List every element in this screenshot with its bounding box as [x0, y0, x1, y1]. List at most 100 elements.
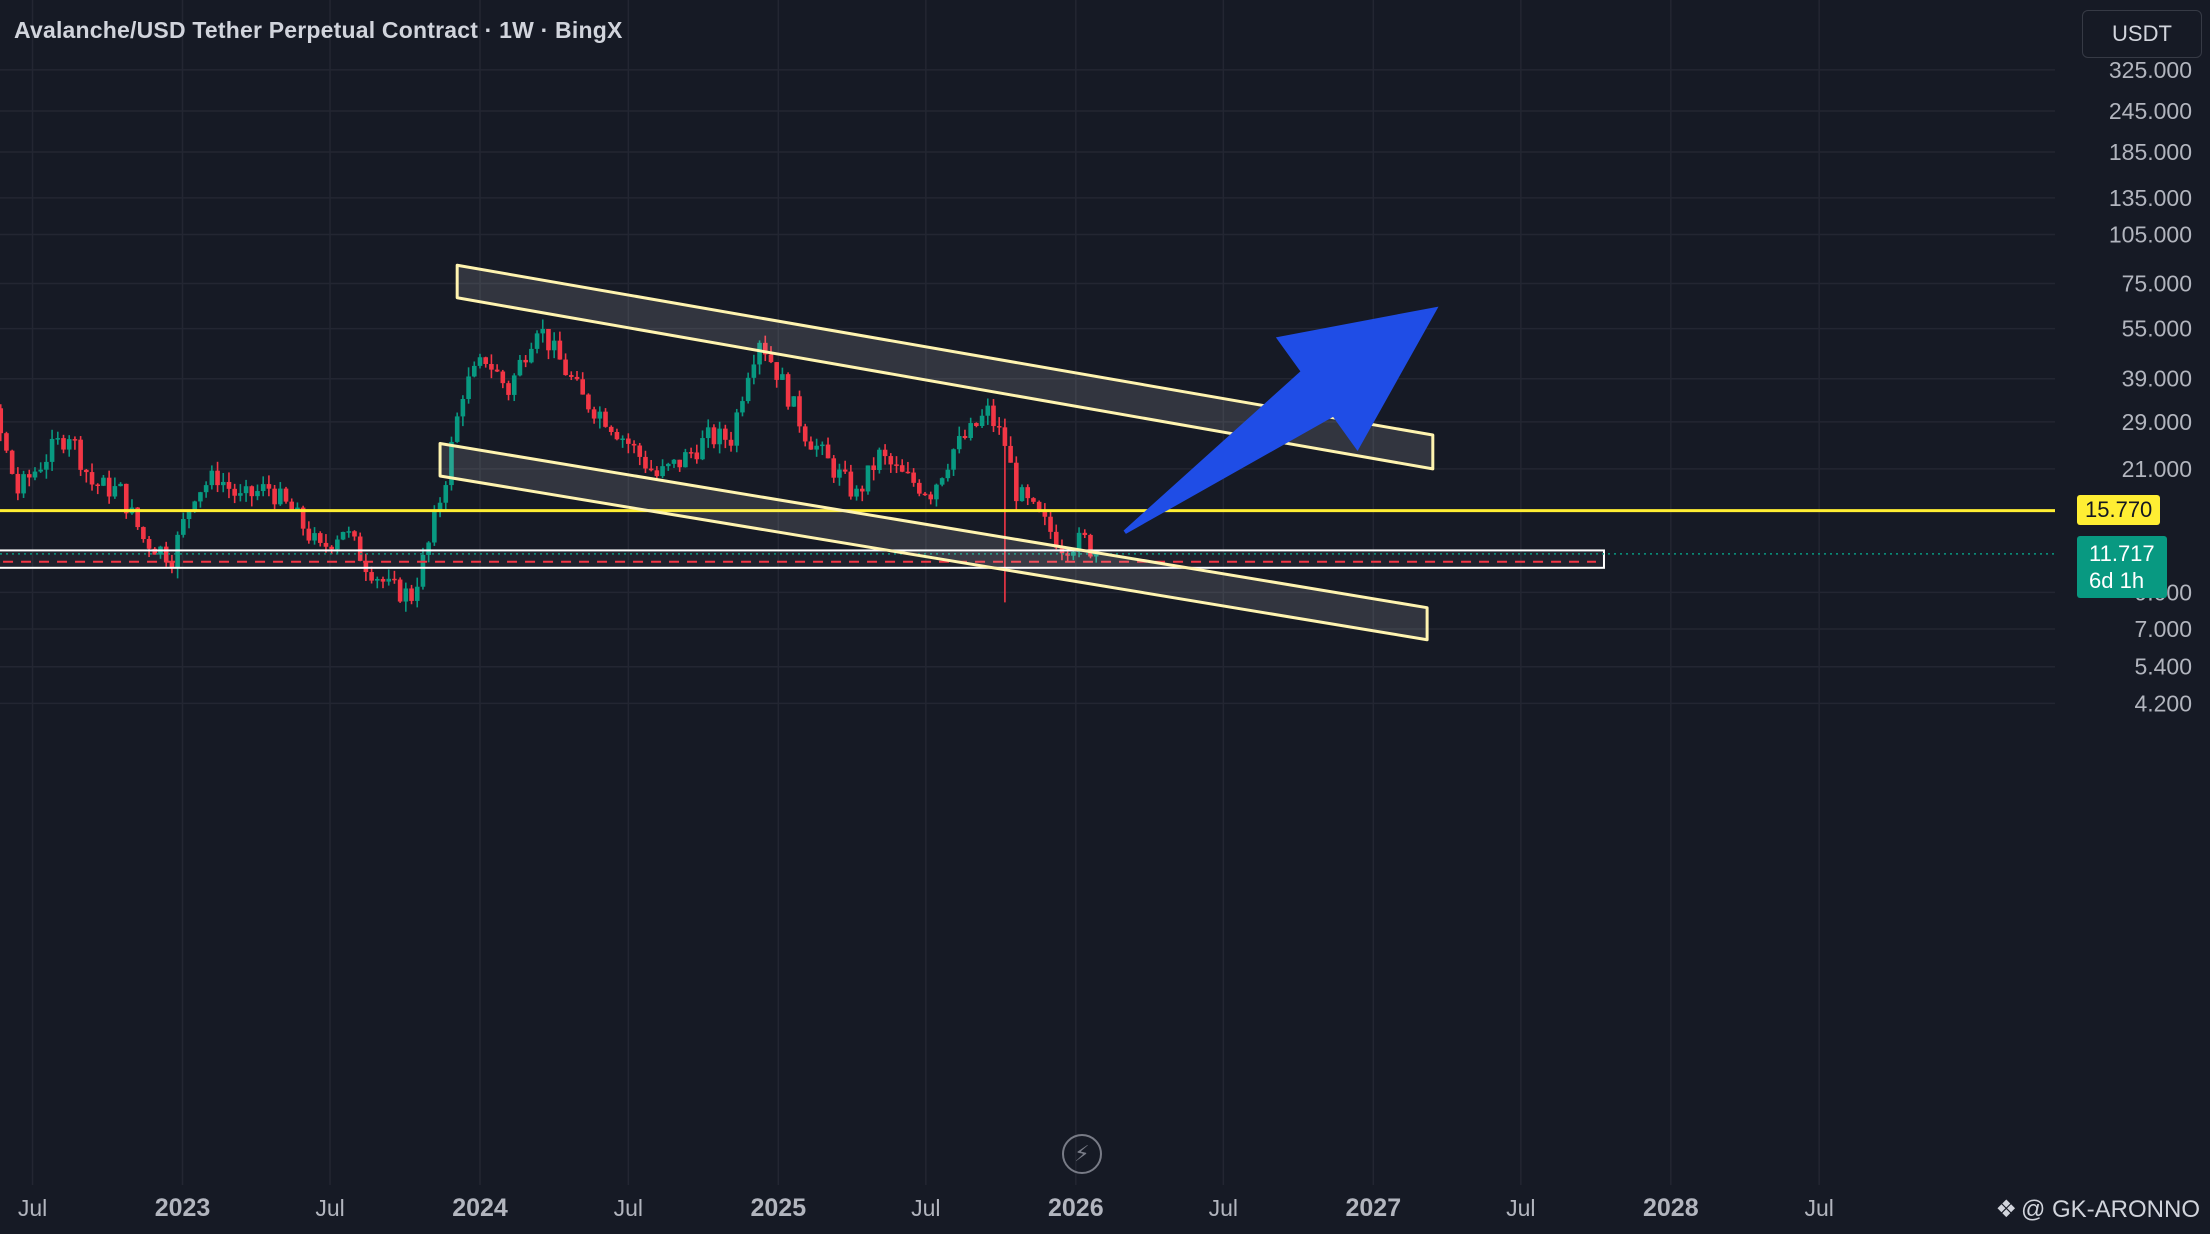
- time-tick-label: Jul: [911, 1195, 940, 1221]
- candle-body: [962, 436, 968, 438]
- candle-body: [1008, 445, 1013, 463]
- candle-body: [574, 376, 580, 380]
- candle-body: [899, 465, 905, 472]
- candle-body: [991, 405, 996, 427]
- candle-body: [917, 482, 922, 494]
- candle-body: [500, 371, 506, 384]
- time-tick-label: 2026: [1048, 1194, 1104, 1222]
- candle-body: [774, 362, 779, 380]
- candle-body: [15, 473, 21, 494]
- candle-body: [951, 449, 956, 470]
- lightning-icon[interactable]: ⚡: [1061, 1134, 1102, 1174]
- candle-body: [540, 328, 546, 334]
- candle-body: [1076, 532, 1082, 552]
- candle-body: [386, 578, 392, 582]
- candle-body: [780, 374, 785, 380]
- candle-body: [683, 452, 688, 468]
- candle-body: [717, 428, 722, 445]
- candle-body: [665, 463, 671, 467]
- price-tick-label: 21.000: [2122, 456, 2192, 482]
- candle-body: [831, 458, 837, 478]
- candle-body: [278, 488, 283, 505]
- channel-lower-band: [438, 442, 1429, 642]
- candle-body: [38, 469, 43, 472]
- candle-body: [865, 465, 871, 492]
- candle-body: [123, 483, 129, 514]
- candle-body: [466, 376, 471, 400]
- candle-body: [494, 369, 500, 372]
- candle-body: [911, 472, 916, 483]
- candle-body: [72, 439, 78, 441]
- candle-body: [106, 477, 112, 497]
- candle-body: [181, 519, 186, 535]
- time-tick-label: Jul: [315, 1195, 344, 1221]
- time-tick-label: 2024: [452, 1194, 508, 1222]
- candle-body: [449, 441, 454, 486]
- price-tick-label: 245.000: [2109, 98, 2192, 124]
- candle-body: [340, 531, 346, 540]
- candle-body: [61, 438, 66, 450]
- candle-body: [688, 452, 694, 454]
- candle-body: [568, 375, 574, 377]
- candle-body: [546, 328, 551, 351]
- candle-body: [49, 438, 55, 462]
- candle-body: [84, 469, 89, 473]
- price-tick-label: 75.000: [2122, 270, 2192, 296]
- candle-body: [266, 484, 272, 489]
- price-tick-label: 4.200: [2134, 690, 2192, 716]
- candle-body: [369, 572, 374, 581]
- time-tick-label: Jul: [614, 1195, 643, 1221]
- candle-body: [78, 439, 83, 470]
- candle-body: [215, 470, 220, 486]
- candle-body: [1031, 498, 1036, 502]
- candle-body: [220, 481, 226, 486]
- candle-body: [734, 412, 740, 446]
- candle-body: [357, 536, 363, 561]
- candle-body: [859, 488, 865, 492]
- candle-body: [203, 485, 209, 493]
- candle-body: [4, 433, 9, 451]
- candle-body: [409, 588, 414, 601]
- candle-body: [694, 452, 700, 460]
- candle-body: [21, 474, 26, 494]
- candlestick-series: [0, 319, 1099, 612]
- candle-body: [614, 432, 620, 440]
- candle-body: [1065, 553, 1070, 556]
- candle-body: [186, 510, 192, 520]
- price-tick-label: 29.000: [2122, 409, 2192, 435]
- candle-body: [283, 488, 289, 502]
- candle-body: [272, 488, 277, 505]
- candle-body: [974, 423, 979, 426]
- watermark-text: @ GK-ARONNO: [2020, 1195, 2200, 1223]
- candle-body: [551, 340, 557, 351]
- candle-body: [1048, 516, 1053, 532]
- currency-button[interactable]: USDT: [2082, 10, 2202, 58]
- candle-body: [797, 396, 802, 427]
- candle-body: [529, 348, 534, 363]
- candle-body: [209, 470, 215, 486]
- candle-body: [238, 493, 243, 496]
- candle-body: [637, 445, 643, 457]
- candle-body: [945, 469, 951, 479]
- level-price-tag: 15.770: [2077, 494, 2161, 525]
- candle-body: [55, 438, 61, 440]
- channel-upper-band: [455, 263, 1435, 471]
- candle-body: [403, 588, 409, 602]
- candle-body: [306, 528, 312, 541]
- candle-body: [471, 365, 477, 377]
- candle-body: [837, 469, 842, 478]
- candle-body: [728, 439, 734, 446]
- candle-body: [586, 394, 591, 410]
- candle-body: [152, 548, 158, 555]
- candle-body: [232, 488, 237, 496]
- candle-body: [380, 578, 386, 582]
- time-axis: Jul 2023 Jul 2024 Jul 2025 Jul 2026 Jul 2027 Jul 20…: [18, 1194, 1834, 1222]
- candle-body: [363, 560, 369, 573]
- drawing-overlays: [0, 263, 2055, 642]
- time-tick-label: Jul: [1506, 1195, 1535, 1221]
- candle-body: [888, 456, 894, 465]
- candle-body: [1093, 553, 1099, 557]
- time-tick-label: Jul: [1804, 1195, 1833, 1221]
- candle-body: [44, 461, 49, 470]
